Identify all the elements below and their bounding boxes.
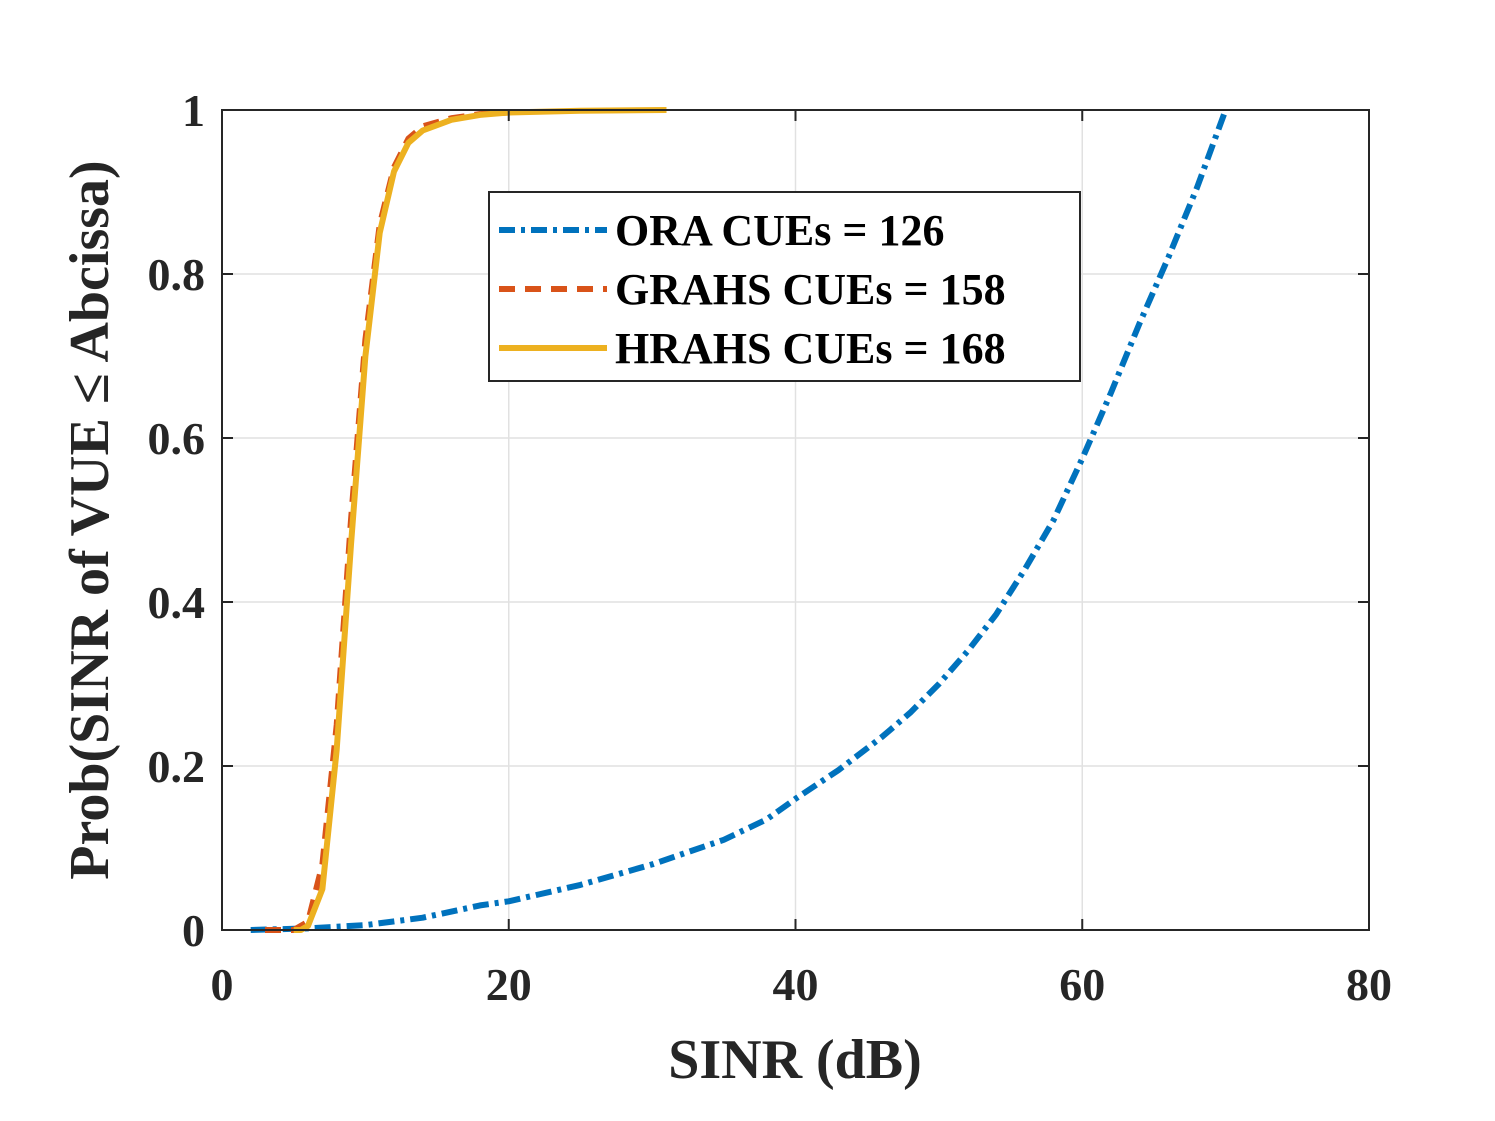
x-tick-label: 0 <box>211 959 234 1010</box>
x-tick-label: 60 <box>1059 959 1105 1010</box>
y-tick-label: 0.2 <box>148 741 206 792</box>
y-tick-label: 0 <box>182 905 205 956</box>
x-tick-label: 40 <box>773 959 819 1010</box>
y-tick-label: 0.6 <box>148 413 206 464</box>
x-tick-labels: 0 20 40 60 80 <box>211 959 1393 1010</box>
ticks <box>221 109 1370 931</box>
x-tick-label: 20 <box>486 959 532 1010</box>
y-tick-labels: 0 0.2 0.4 0.6 0.8 1 <box>148 85 206 956</box>
x-axis-title: SINR (dB) <box>668 1029 922 1091</box>
y-tick-label: 0.8 <box>148 249 206 300</box>
legend-label-grahs: GRAHS CUEs = 158 <box>615 265 1006 314</box>
y-axis-title: Prob(SINR of VUE ≤ Abcissa) <box>59 160 121 879</box>
legend-label-ora: ORA CUEs = 126 <box>615 206 944 255</box>
series-line-ora <box>250 108 1229 933</box>
legend: ORA CUEs = 126 GRAHS CUEs = 158 HRAHS CU… <box>488 191 1081 382</box>
legend-label-hrahs: HRAHS CUEs = 168 <box>615 324 1006 373</box>
y-tick-label: 1 <box>182 85 205 136</box>
series-line-hrahs <box>293 107 667 933</box>
x-tick-label: 80 <box>1346 959 1392 1010</box>
y-tick-label: 0.4 <box>148 577 206 628</box>
series-layer <box>250 107 1229 933</box>
